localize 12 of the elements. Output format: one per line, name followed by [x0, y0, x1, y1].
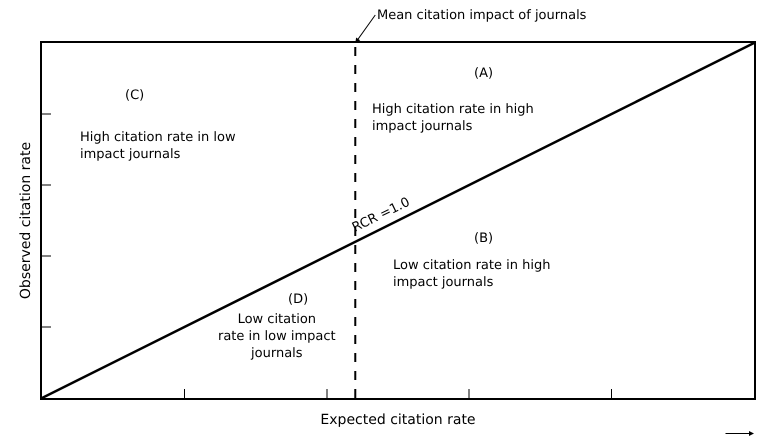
annotation: Low citation rate in high impact journals	[393, 258, 550, 290]
annotation: (D)	[288, 292, 308, 307]
x-axis-title: Expected citation rate	[320, 412, 476, 428]
annotation: High citation rate in high impact journals	[372, 102, 534, 134]
annotation: High citation rate in low impact journals	[80, 130, 236, 162]
annotation: (C)	[125, 88, 144, 103]
text: RCR =1.0	[350, 194, 412, 236]
y-axis-title: Observed citation rate	[18, 142, 34, 300]
annotation: Low citation rate in low impact journals	[218, 312, 336, 361]
text: Mean citation impact of journals	[377, 8, 587, 23]
annotation: (A)	[474, 66, 494, 81]
annotation: (B)	[474, 231, 494, 246]
